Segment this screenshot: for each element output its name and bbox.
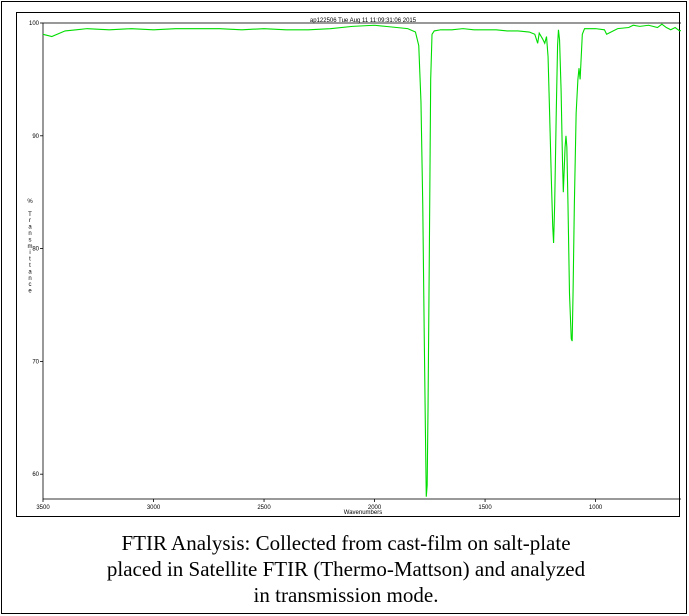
chart-title: ap122506 Tue Aug 11 11:09:31:06 2015 [310, 18, 417, 24]
caption-line-1: FTIR Analysis: Collected from cast-film … [121, 531, 571, 555]
y-tick-label: 90 [32, 134, 39, 140]
ftir-chart: ap122506 Tue Aug 11 11:09:31:06 2015 100… [16, 12, 681, 517]
x-tick-label: 2000 [368, 505, 382, 511]
y-axis-ticks: 100 90 80 70 60 [29, 21, 43, 478]
x-tick-label: 1500 [478, 505, 492, 511]
y-tick-label: 70 [32, 359, 39, 365]
x-tick-label: 3000 [147, 505, 161, 511]
x-tick-label: 2500 [257, 505, 271, 511]
spectrum-series-line [42, 23, 681, 497]
y-tick-label: 80 [32, 247, 39, 253]
y-tick-label: 100 [29, 21, 40, 27]
x-tick-label: 3500 [36, 505, 50, 511]
x-tick-label: 1000 [589, 505, 603, 511]
caption-line-2: placed in Satellite FTIR (Thermo-Mattson… [106, 557, 586, 581]
plot-area [42, 22, 681, 500]
x-axis-ticks: 3500 3000 2500 2000 1500 1000 [36, 499, 603, 511]
caption-line-3: in transmission mode. [253, 583, 439, 607]
x-axis-label: Wavenumbers [344, 510, 382, 516]
y-tick-label: 60 [32, 472, 39, 478]
figure-caption: FTIR Analysis: Collected from cast-film … [4, 530, 688, 608]
chart-canvas: ap122506 Tue Aug 11 11:09:31:06 2015 100… [27, 18, 681, 516]
